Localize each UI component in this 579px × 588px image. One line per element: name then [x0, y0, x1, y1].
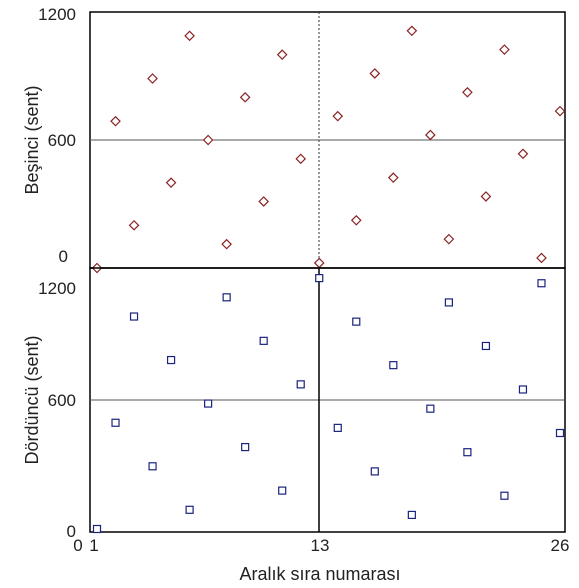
bottom-point-3 — [129, 312, 139, 321]
bottom-point-23 — [500, 491, 509, 500]
top-data-points — [91, 25, 566, 274]
top-point-10 — [258, 196, 270, 207]
xtick-0: 0 — [73, 536, 82, 555]
top-point-4 — [147, 73, 158, 84]
xtick-26: 26 — [551, 536, 570, 555]
bottom-point-14 — [333, 423, 342, 432]
top-point-3 — [128, 219, 140, 231]
top-ytick-0: 0 — [59, 247, 68, 266]
bottom-point-24 — [518, 385, 528, 394]
bottom-ytick-0: 0 — [67, 522, 76, 541]
bottom-point-8 — [222, 293, 231, 302]
bottom-ytick-600: 600 — [48, 391, 76, 410]
top-point-21 — [462, 86, 473, 98]
bottom-ytick-1200: 1200 — [38, 279, 76, 298]
top-point-8 — [221, 238, 232, 250]
top-point-11 — [276, 49, 288, 60]
bottom-point-16 — [370, 467, 379, 476]
top-point-15 — [350, 214, 362, 226]
top-point-12 — [295, 153, 307, 165]
top-point-14 — [332, 110, 344, 122]
top-point-23 — [499, 44, 510, 55]
top-point-7 — [202, 134, 214, 146]
top-ytick-1200: 1200 — [38, 5, 76, 24]
bottom-point-12 — [296, 380, 305, 389]
top-point-18 — [406, 25, 418, 37]
bottom-point-20 — [444, 298, 453, 307]
xtick-1: 1 — [89, 536, 98, 555]
bottom-data-points — [92, 274, 565, 534]
bottom-point-25 — [537, 279, 546, 288]
x-axis-title: Aralık sıra numarası — [239, 564, 400, 584]
top-point-9 — [239, 91, 251, 103]
top-point-22 — [480, 191, 492, 202]
bottom-point-6 — [185, 505, 194, 514]
bottom-point-4 — [148, 462, 157, 471]
top-ytick-600: 600 — [48, 131, 76, 150]
top-point-24 — [517, 148, 529, 160]
bottom-point-11 — [278, 486, 287, 495]
top-point-25 — [536, 252, 547, 264]
top-point-13 — [313, 257, 325, 269]
top-y-axis-title: Beşinci (sent) — [22, 85, 42, 194]
bottom-panel: 1200 600 0 Dördüncü (sent) 0 1 13 26 Ara… — [22, 267, 570, 584]
bottom-point-9 — [241, 442, 250, 452]
bottom-point-2 — [111, 418, 120, 427]
bottom-point-17 — [389, 361, 398, 370]
top-point-26 — [554, 105, 566, 117]
bottom-point-15 — [352, 317, 361, 326]
top-point-6 — [184, 30, 195, 42]
xtick-13: 13 — [311, 536, 330, 555]
bottom-point-7 — [204, 399, 213, 408]
top-point-20 — [443, 233, 455, 245]
bottom-point-18 — [407, 510, 416, 520]
bottom-point-21 — [463, 448, 472, 457]
bottom-point-26 — [555, 428, 565, 438]
top-point-16 — [369, 68, 381, 79]
bottom-point-13 — [315, 274, 324, 283]
top-point-17 — [387, 172, 399, 183]
bottom-point-1 — [92, 524, 102, 534]
top-point-19 — [425, 129, 436, 141]
bottom-point-22 — [481, 341, 491, 351]
bottom-point-10 — [259, 336, 268, 345]
bottom-point-5 — [166, 355, 176, 365]
top-point-5 — [165, 177, 177, 189]
top-point-2 — [110, 115, 121, 127]
bottom-y-axis-title: Dördüncü (sent) — [22, 335, 42, 464]
top-panel: 1200 600 0 Beşinci (sent) — [22, 5, 566, 274]
bottom-point-19 — [426, 404, 435, 413]
